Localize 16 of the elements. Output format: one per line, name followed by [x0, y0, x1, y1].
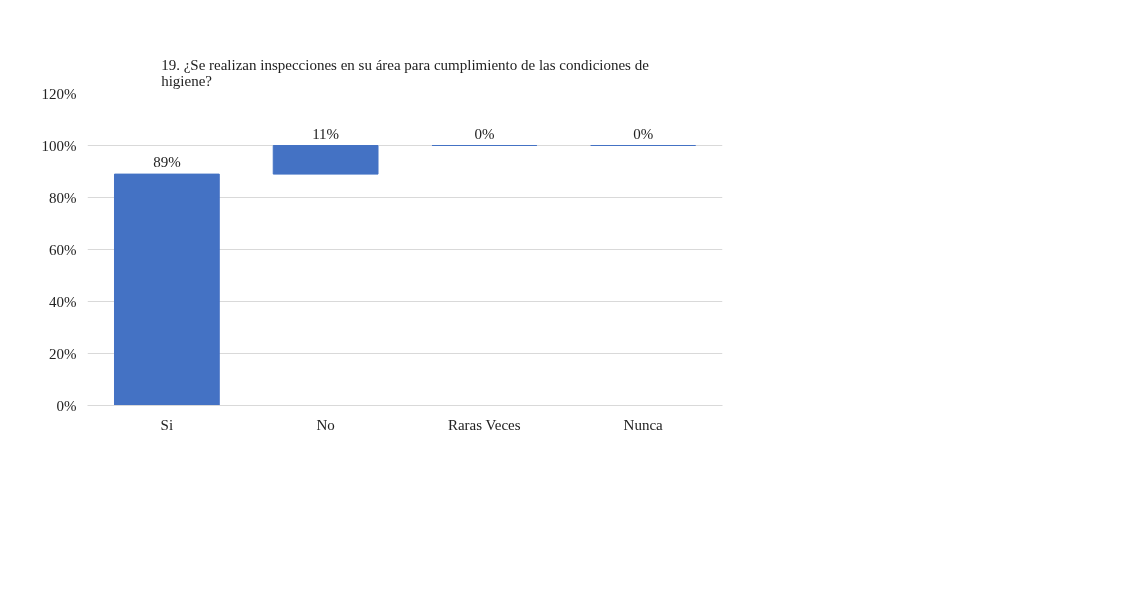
chart-title: 19. ¿Se realizan inspecciones en su área para cumplimiento de las condiciones de higiene? [161, 56, 650, 89]
x-tick-label: No [316, 416, 335, 433]
x-tick-label: Nunca [623, 416, 664, 433]
x-tick-label: Si [160, 416, 174, 433]
data-label: 0% [474, 125, 495, 142]
y-tick-label: 0% [56, 397, 77, 414]
data-label: 0% [633, 125, 654, 142]
y-tick-label: 80% [49, 189, 77, 206]
y-tick-label: 100% [41, 137, 77, 154]
y-tick-label: 40% [49, 293, 77, 310]
x-tick-label: Raras Veces [447, 416, 521, 433]
data-label: 89% [153, 154, 181, 171]
y-tick-label: 120% [41, 85, 77, 102]
y-tick-label: 60% [49, 241, 77, 258]
y-tick-label: 20% [49, 345, 77, 362]
data-label: 11% [312, 125, 340, 142]
